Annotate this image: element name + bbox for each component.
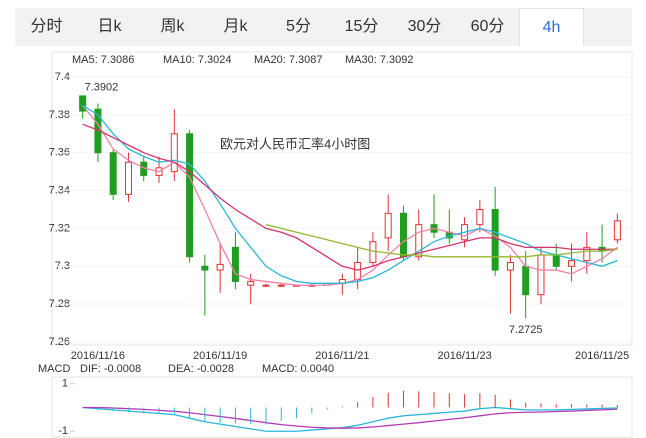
legend-label: MA30: 7.3092 <box>345 54 414 66</box>
macd-panel <box>51 376 633 438</box>
tab[interactable]: 30分 <box>407 18 442 35</box>
candle-body <box>522 265 530 296</box>
tab[interactable]: 15分 <box>344 18 379 35</box>
candle-body <box>537 254 545 296</box>
chart-title: 欧元对人民币汇率4小时图 <box>220 136 370 151</box>
x-tick-label: 2016/11/23 <box>437 350 491 362</box>
legend-label: DIF: -0.0008 <box>80 363 141 375</box>
price-panel <box>51 51 633 346</box>
y-tick-label: 1 <box>62 378 68 390</box>
candle-body <box>79 95 87 112</box>
candle-body <box>613 220 621 241</box>
candle-body <box>369 241 377 264</box>
tab[interactable]: 日k <box>97 18 122 35</box>
candle-body <box>583 246 591 262</box>
tab[interactable]: 4h <box>519 8 584 46</box>
ma-line <box>82 104 618 286</box>
x-tick-label: 2016/11/21 <box>315 350 369 362</box>
tab[interactable]: 60分 <box>470 18 505 35</box>
candle-body <box>506 262 514 271</box>
candle-body <box>552 254 560 267</box>
legend-label: MA20: 7.3087 <box>254 54 323 66</box>
candle-body <box>216 263 224 271</box>
candle-body <box>170 133 178 173</box>
legend-label: MA10: 7.3024 <box>163 54 232 66</box>
tab[interactable]: 月k <box>223 18 248 35</box>
candle-body <box>568 260 576 267</box>
macd-title: MACD <box>38 363 70 375</box>
candle-body <box>247 280 255 286</box>
legend-label: DEA: -0.0028 <box>168 363 234 375</box>
candle-body <box>262 284 270 287</box>
legend-label: MACD: 0.0040 <box>262 363 334 375</box>
candle-body <box>491 209 499 271</box>
candle-body <box>354 262 362 281</box>
macd-line <box>82 406 618 429</box>
tab[interactable]: 5分 <box>286 18 311 35</box>
x-tick-label: 2016/11/25 <box>575 350 629 362</box>
y-tick-label: -1 <box>58 425 68 437</box>
ma-line <box>265 224 618 258</box>
tab-bar: 分时 日k 周k 月k 5分 15分 30分 60分 4h <box>15 8 632 46</box>
candle-body <box>277 284 285 287</box>
candle-body <box>186 133 194 258</box>
tab[interactable]: 分时 <box>30 18 63 35</box>
min-label: 7.2725 <box>509 324 543 336</box>
candle-body <box>201 265 209 271</box>
candle-body <box>124 161 132 195</box>
ma-line <box>82 104 618 284</box>
ma-line <box>82 123 618 271</box>
tab[interactable]: 周k <box>160 18 185 35</box>
legend-label: MA5: 7.3086 <box>72 54 134 66</box>
max-label: 7.3902 <box>85 81 119 93</box>
x-tick-label: 2016/11/16 <box>71 350 125 362</box>
candle-body <box>384 212 392 239</box>
candle-body <box>399 212 407 258</box>
x-tick-label: 2016/11/19 <box>193 350 247 362</box>
candle-body <box>476 209 484 226</box>
candle-body <box>109 152 117 195</box>
macd-line <box>82 406 618 432</box>
candle-body <box>415 224 423 258</box>
candle-body <box>231 246 239 282</box>
